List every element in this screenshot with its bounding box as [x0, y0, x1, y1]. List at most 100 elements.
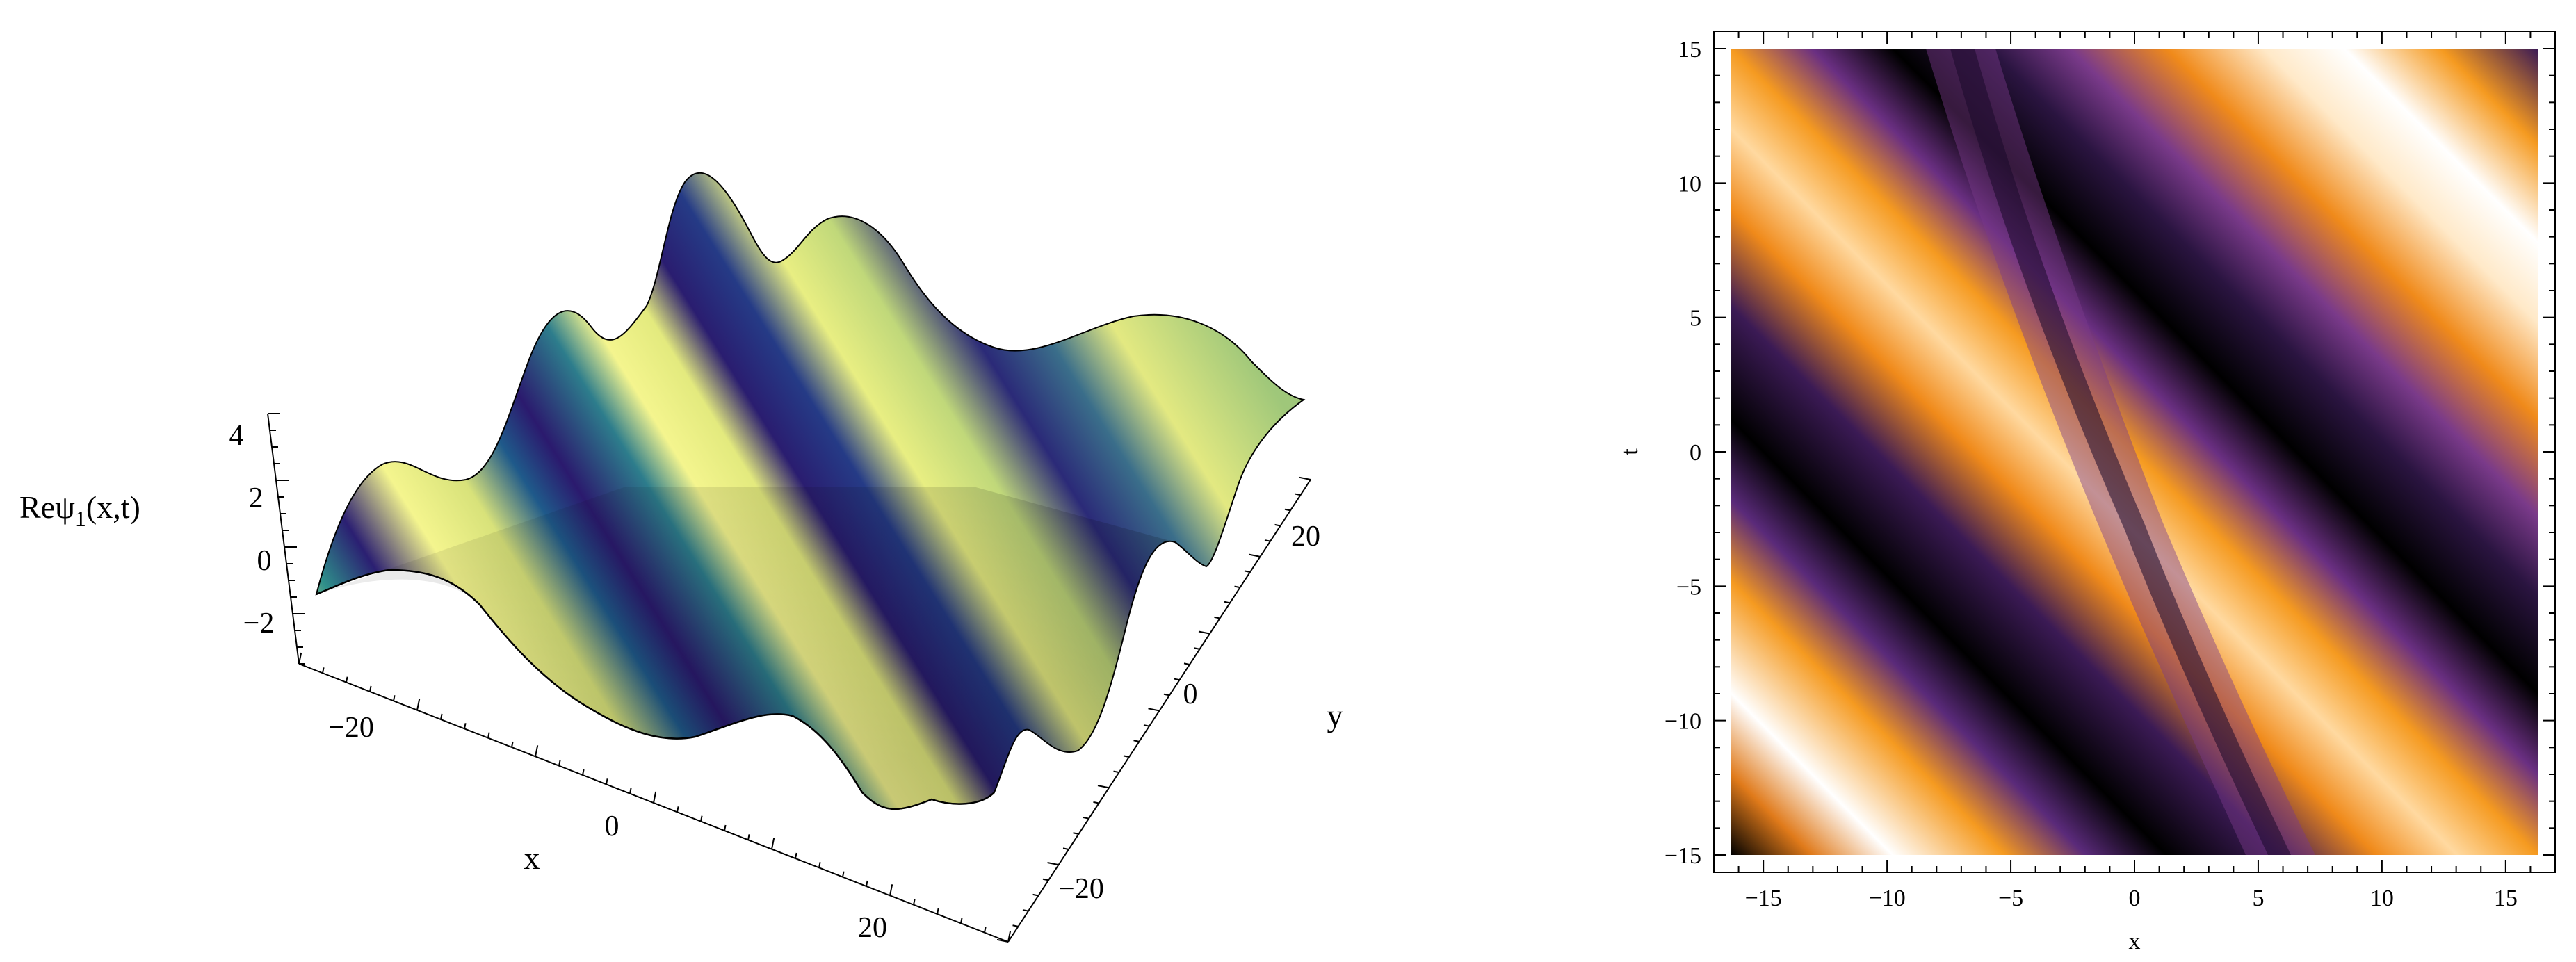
x-tick [464, 723, 467, 729]
x-tick-marks [298, 652, 1012, 943]
heatmap-streak-core [1950, 49, 2291, 855]
x-tick-label: 0 [2129, 886, 2141, 911]
x-tick [346, 676, 348, 683]
z-tick-label: 4 [229, 420, 244, 452]
y-tick [1083, 817, 1089, 820]
y-tick-labels: 15 10 5 0 −5 −10 −15 [1664, 37, 1701, 869]
x-tick [747, 834, 750, 840]
x-tick-labels: −15 −10 −5 0 5 10 15 [1745, 886, 2518, 911]
x-tick [937, 908, 939, 915]
z-tick-marks [268, 413, 305, 665]
y-tick [1274, 523, 1281, 527]
x-tick-label: 15 [2494, 886, 2518, 911]
y-tick [1234, 585, 1240, 589]
y-tick [1012, 924, 1019, 927]
y-tick [1163, 693, 1170, 696]
z-tick-label: 2 [249, 482, 264, 514]
density-plot: 15 10 5 0 −5 −10 −15 −15 −10 −5 0 5 10 15 x t [1617, 31, 2556, 954]
x-tick-label: −5 [1998, 886, 2023, 911]
x-tick [700, 815, 703, 822]
x-tick-label: 10 [2370, 886, 2394, 911]
y-tick [1123, 755, 1130, 758]
y-tick-label: 5 [1690, 306, 1701, 332]
x-tick [535, 745, 539, 757]
z-axis-label-args: (x,t) [86, 489, 140, 525]
y-tick [1042, 878, 1049, 881]
x-tick [629, 788, 632, 794]
x-tick-label: −20 [328, 712, 374, 744]
x-tick [842, 871, 845, 877]
y-tick [1032, 893, 1039, 897]
x-tick [724, 824, 727, 831]
y-tick [1047, 861, 1059, 866]
surface-front-edge [316, 569, 995, 810]
z-axis-label: Reψ1(x,t) [19, 489, 140, 531]
y-tick [1244, 570, 1251, 573]
x-tick [369, 685, 372, 692]
y-tick [1174, 678, 1180, 681]
y-axis-label: t [1617, 448, 1643, 455]
y-tick [1093, 801, 1099, 804]
z-axis-line [267, 413, 300, 665]
y-tick [1133, 740, 1140, 742]
x-tick [984, 927, 987, 933]
x-tick [322, 667, 325, 674]
y-tick-label: −5 [1676, 574, 1701, 600]
y-tick [1264, 539, 1271, 542]
y-tick [1284, 508, 1291, 512]
y-tick-label: −15 [1664, 843, 1701, 869]
y-tick-label: 10 [1678, 171, 1701, 197]
x-tick [582, 769, 585, 776]
x-tick-label: −15 [1745, 886, 1782, 911]
y-tick [1148, 708, 1160, 712]
y-tick-label: 15 [1678, 37, 1701, 63]
x-tick [866, 880, 868, 887]
x-tick-label: −10 [1869, 886, 1906, 911]
x-tick-label: 5 [2252, 886, 2264, 911]
x-tick [416, 699, 421, 710]
x-tick [558, 760, 561, 766]
frame-tick-marks [1713, 31, 2556, 872]
y-tick-marks [996, 476, 1311, 943]
surface-shading [316, 487, 1175, 809]
x-tick [298, 652, 302, 665]
heatmap-field [1731, 49, 2538, 855]
y-tick-label: 0 [1183, 678, 1198, 710]
y-tick [1299, 476, 1311, 480]
y-tick [1194, 647, 1200, 650]
x-tick [393, 695, 396, 701]
x-tick [913, 899, 916, 905]
y-tick [1224, 601, 1231, 604]
x-tick [653, 791, 657, 804]
x-tick [771, 838, 775, 849]
z-axis-label-subscript: 1 [75, 506, 86, 531]
y-tick [1062, 847, 1069, 850]
y-axis-label: y [1327, 698, 1343, 733]
x-axis-label: x [2129, 929, 2141, 954]
y-tick [1295, 493, 1301, 496]
x-tick [795, 852, 797, 859]
y-tick-label: 0 [1690, 440, 1701, 466]
y-tick-label: 20 [1291, 521, 1320, 553]
y-tick-label: −10 [1664, 709, 1701, 735]
z-tick-label: 0 [257, 545, 272, 577]
surface-plot-3d: 4 2 0 −2 −20 0 20 −20 0 20 x y Reψ1(x,t) [19, 172, 1343, 944]
z-axis-label-main: Reψ [19, 489, 75, 525]
x-tick [487, 732, 490, 738]
x-tick-label: 0 [605, 810, 619, 842]
y-tick [1198, 630, 1210, 635]
y-tick [1113, 770, 1119, 774]
y-tick [1143, 724, 1150, 727]
y-tick [996, 938, 1009, 943]
x-tick [606, 778, 608, 785]
y-tick [1022, 909, 1029, 912]
y-tick [1249, 553, 1261, 557]
y-tick [1183, 662, 1190, 665]
x-tick [960, 918, 963, 924]
x-axis-label: x [524, 840, 540, 876]
x-tick [677, 806, 679, 813]
y-tick [1097, 785, 1110, 789]
x-tick [818, 862, 821, 868]
